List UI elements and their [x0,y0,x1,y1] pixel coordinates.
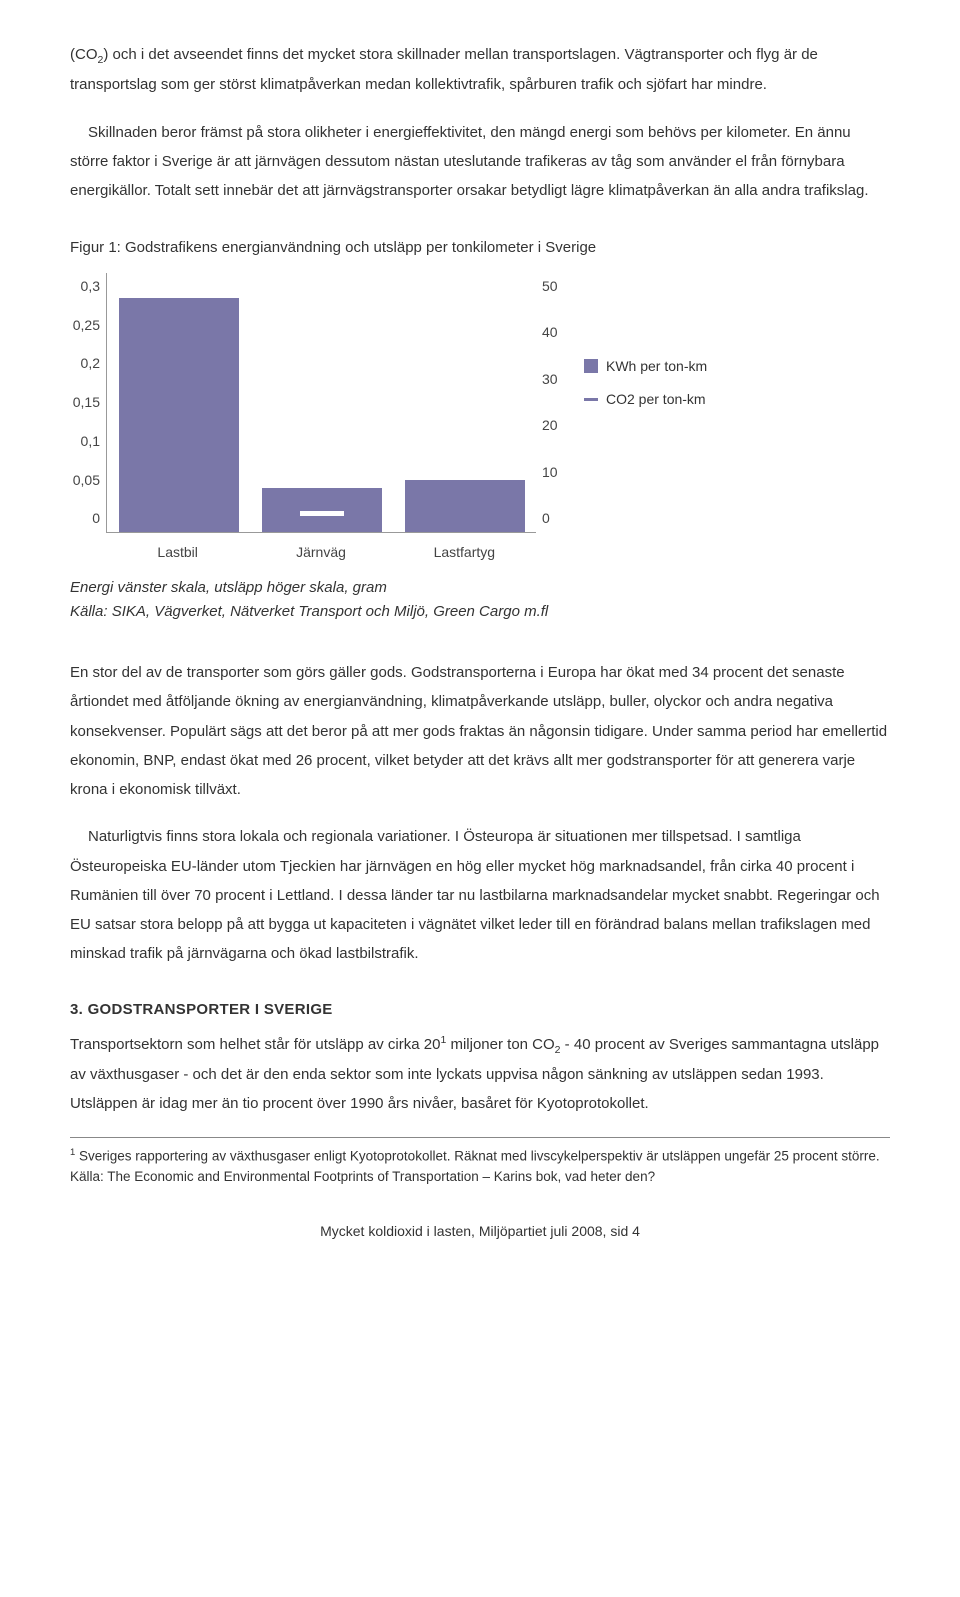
paragraph-1: (CO2) och i det avseendet finns det myck… [70,40,890,100]
ytick-left: 0,3 [70,273,100,300]
paragraph-2: Skillnaden beror främst på stora olikhet… [70,118,890,206]
ytick-left: 0,2 [70,350,100,377]
chart-container: 0,3 0,25 0,2 0,15 0,1 0,05 0 50 40 30 20… [70,273,890,533]
co2-marker [443,459,487,464]
caption-line1: Energi vänster skala, utsläpp höger skal… [70,579,387,596]
paragraph-3: En stor del av de transporter som görs g… [70,658,890,804]
ytick-right: 10 [542,459,566,486]
bar [405,480,525,532]
footnote-1: 1 Sveriges rapportering av växthusgaser … [70,1146,890,1188]
x-label: Järnväg [249,539,392,566]
section-3-heading: 3. GODSTRANSPORTER I SVERIGE [70,995,890,1024]
legend-label: CO2 per ton-km [606,386,706,413]
section-3-body: Transportsektorn som helhet står för uts… [70,1030,890,1119]
legend-dash-icon [584,398,598,401]
figure-caption: Energi vänster skala, utsläpp höger skal… [70,576,890,624]
ytick-right: 50 [542,273,566,300]
bar [119,298,239,532]
ytick-right: 0 [542,505,566,532]
para1-b: ) och i det avseendet finns det mycket s… [70,46,818,93]
ytick-left: 0,25 [70,312,100,339]
ytick-left: 0 [70,505,100,532]
legend-label: KWh per ton-km [606,353,707,380]
chart-legend: KWh per ton-km CO2 per ton-km [584,353,707,420]
y-axis-right: 50 40 30 20 10 0 [536,273,566,533]
ytick-right: 40 [542,319,566,346]
s3-b: miljoner ton CO [446,1036,554,1053]
footnote-text: Sveriges rapportering av växthusgaser en… [70,1148,880,1184]
ytick-left: 0,05 [70,467,100,494]
caption-line2: Källa: SIKA, Vägverket, Nätverket Transp… [70,603,548,620]
bar [262,488,382,531]
legend-item-kwh: KWh per ton-km [584,353,707,380]
co2-marker [157,286,201,291]
plot-area [106,273,536,533]
figure-title: Figur 1: Godstrafikens energianvändning … [70,233,890,262]
x-label: Lastbil [106,539,249,566]
para1-a: (CO [70,46,98,63]
co2-marker [300,511,344,516]
x-label: Lastfartyg [393,539,536,566]
legend-swatch-icon [584,359,598,373]
legend-item-co2: CO2 per ton-km [584,386,707,413]
ytick-left: 0,1 [70,428,100,455]
ytick-left: 0,15 [70,389,100,416]
footnote-divider [70,1137,890,1138]
x-axis-labels: Lastbil Järnväg Lastfartyg [106,539,536,566]
paragraph-4: Naturligtvis finns stora lokala och regi… [70,822,890,968]
s3-a: Transportsektorn som helhet står för uts… [70,1036,440,1053]
ytick-right: 20 [542,412,566,439]
y-axis-left: 0,3 0,25 0,2 0,15 0,1 0,05 0 [70,273,106,533]
ytick-right: 30 [542,366,566,393]
page-footer: Mycket koldioxid i lasten, Miljöpartiet … [70,1218,890,1245]
